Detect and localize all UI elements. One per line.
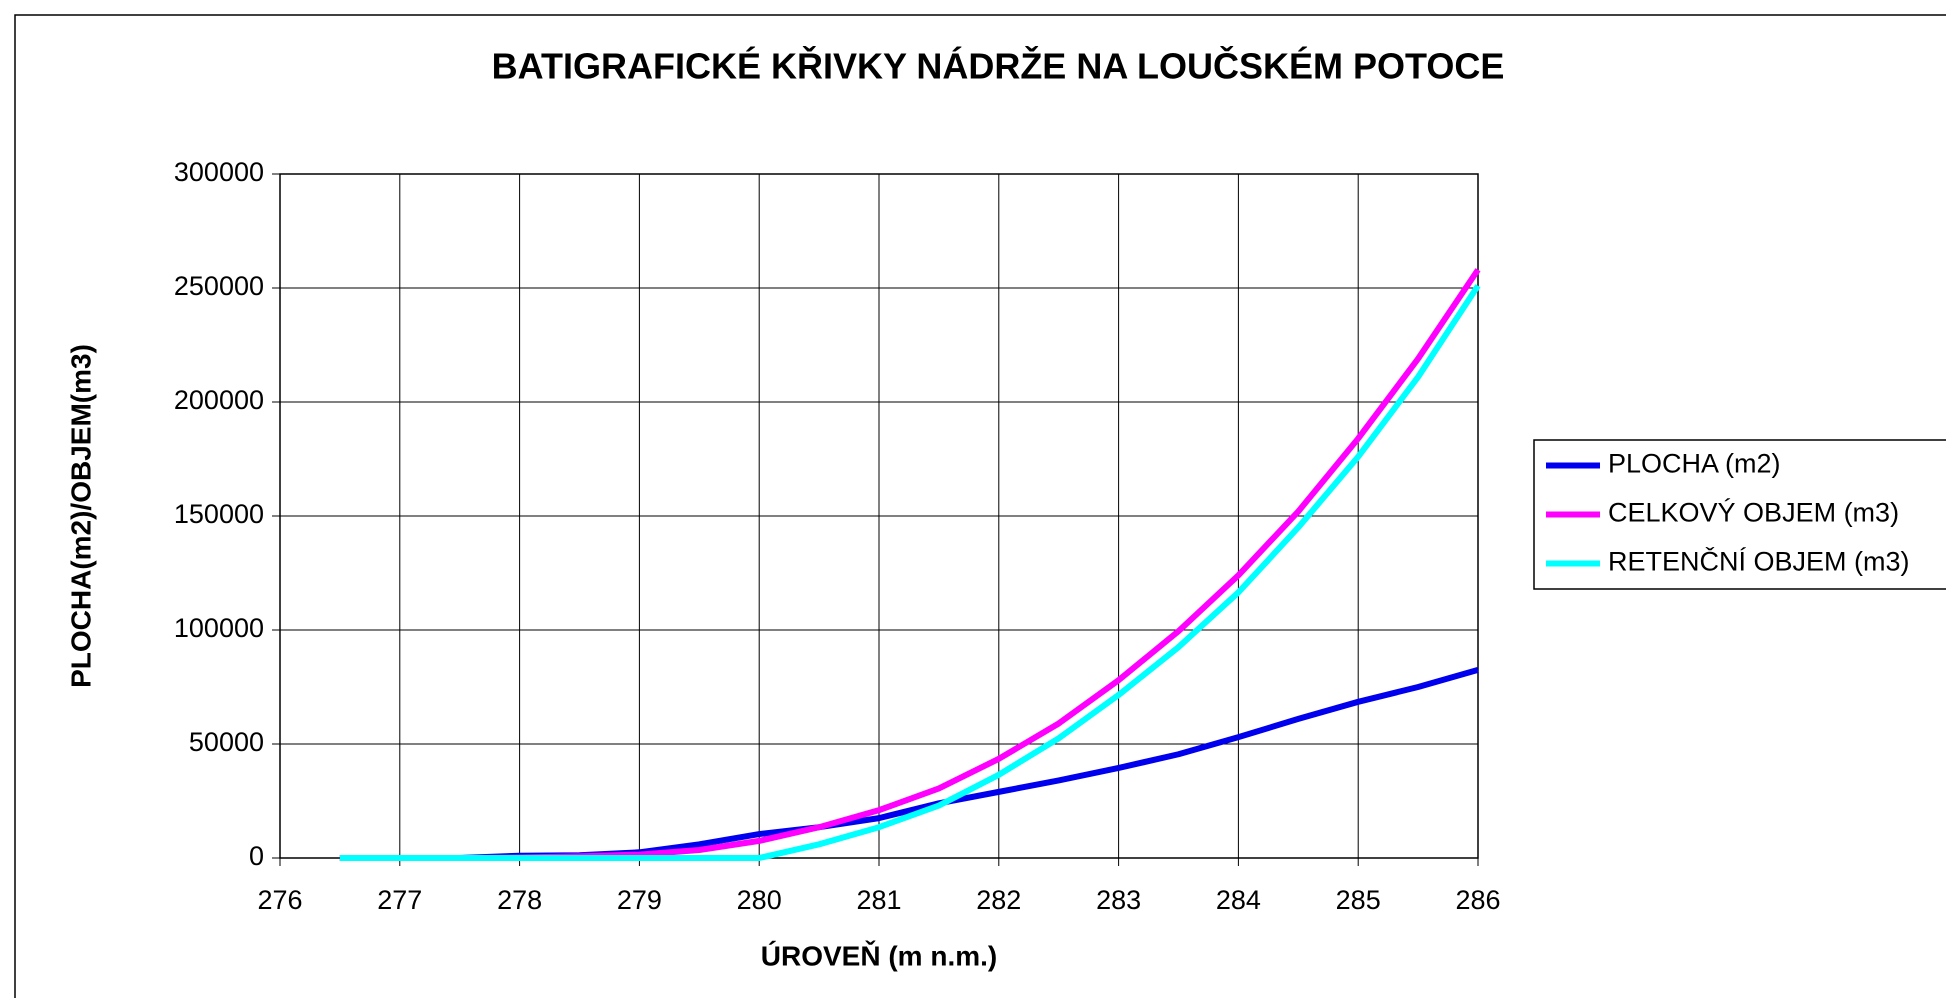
- x-tick-label: 281: [856, 885, 901, 915]
- legend-label: PLOCHA (m2): [1608, 449, 1781, 479]
- x-tick-label: 285: [1336, 885, 1381, 915]
- x-tick-label: 278: [497, 885, 542, 915]
- x-tick-label: 279: [617, 885, 662, 915]
- y-tick-label: 50000: [189, 727, 264, 757]
- x-tick-label: 277: [377, 885, 422, 915]
- x-tick-label: 276: [257, 885, 302, 915]
- y-tick-label: 150000: [174, 499, 264, 529]
- y-tick-label: 0: [249, 841, 264, 871]
- y-tick-label: 250000: [174, 271, 264, 301]
- x-tick-label: 286: [1455, 885, 1500, 915]
- y-tick-label: 200000: [174, 385, 264, 415]
- x-tick-label: 284: [1216, 885, 1261, 915]
- x-tick-label: 282: [976, 885, 1021, 915]
- x-tick-label: 283: [1096, 885, 1141, 915]
- x-axis-title: ÚROVEŇ (m n.m.): [761, 940, 997, 971]
- legend-label: CELKOVÝ OBJEM (m3): [1608, 498, 1899, 528]
- legend-box: [1533, 439, 1946, 590]
- y-tick-label: 100000: [174, 613, 264, 643]
- chart-title: BATIGRAFICKÉ KŘIVKY NÁDRŽE NA LOUČSKÉM P…: [492, 45, 1505, 87]
- y-axis-title: PLOCHA(m2)/OBJEM(m3): [65, 344, 96, 688]
- series-line: [339, 284, 1481, 861]
- legend-label: RETENČNÍ OBJEM (m3): [1608, 546, 1910, 577]
- x-tick-label: 280: [737, 885, 782, 915]
- y-tick-label: 300000: [174, 157, 264, 187]
